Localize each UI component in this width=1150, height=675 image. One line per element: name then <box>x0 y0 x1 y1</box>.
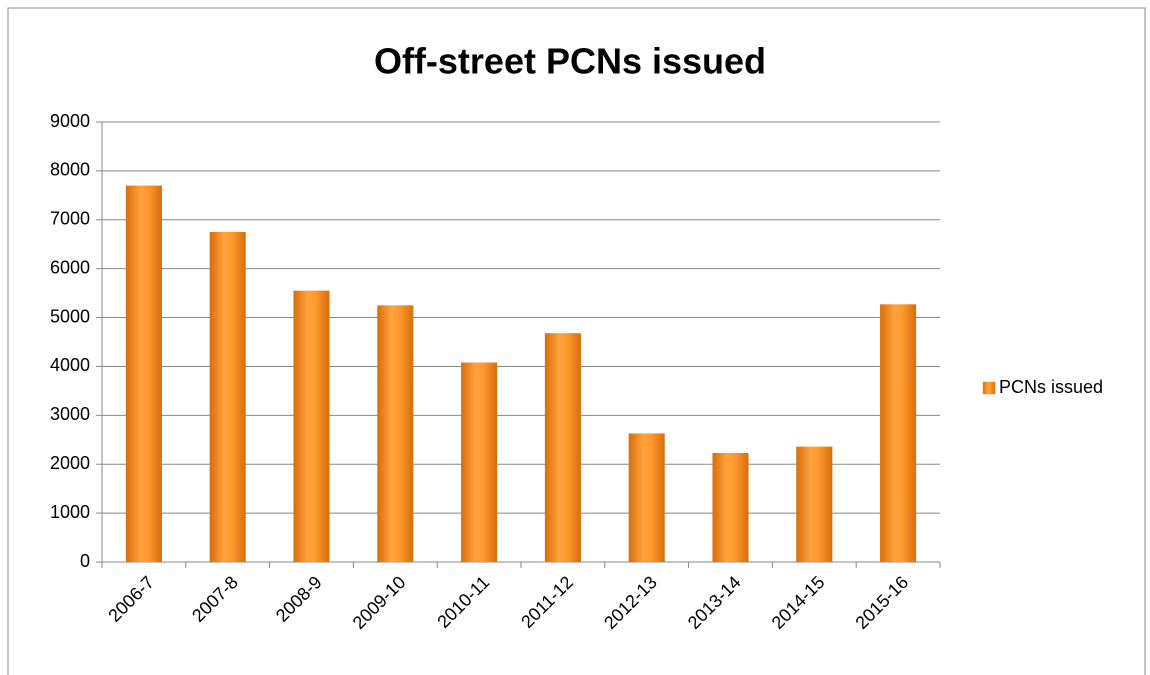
y-tick-label: 1000 <box>50 502 90 522</box>
bar <box>544 333 581 562</box>
y-tick-label: 8000 <box>50 160 90 180</box>
y-tick-label: 6000 <box>50 257 90 277</box>
y-tick-label: 2000 <box>50 453 90 473</box>
y-tick-label: 4000 <box>50 355 90 375</box>
x-tick-label: 2008-9 <box>272 572 326 626</box>
x-tick-label: 2013-14 <box>684 572 745 633</box>
x-tick-label: 2012-13 <box>600 572 661 633</box>
legend-label: PCNs issued <box>999 377 1103 397</box>
chart-title: Off-street PCNs issued <box>374 41 766 82</box>
x-tick-label: 2011-12 <box>517 572 577 632</box>
bar <box>293 290 330 562</box>
x-tick-label: 2007-8 <box>188 572 242 626</box>
x-tick-label: 2010-11 <box>433 572 493 632</box>
y-tick-label: 9000 <box>50 111 90 131</box>
legend-swatch <box>982 381 996 395</box>
bar <box>461 362 498 562</box>
y-tick-label: 7000 <box>50 209 90 229</box>
y-tick-label: 5000 <box>50 306 90 326</box>
bar <box>125 185 162 563</box>
bar <box>209 232 246 562</box>
y-tick-label: 3000 <box>50 404 90 424</box>
chart-border <box>7 7 1146 675</box>
x-tick-label: 2009-10 <box>349 572 410 633</box>
bar <box>712 452 749 562</box>
x-tick-label: 2015-16 <box>851 572 912 633</box>
x-tick-label: 2014-15 <box>768 572 829 633</box>
bar <box>880 304 917 562</box>
bar <box>628 433 665 562</box>
bar <box>796 446 833 562</box>
x-tick-label: 2006-7 <box>104 572 158 626</box>
bar <box>377 305 414 562</box>
y-tick-label: 0 <box>80 551 90 571</box>
